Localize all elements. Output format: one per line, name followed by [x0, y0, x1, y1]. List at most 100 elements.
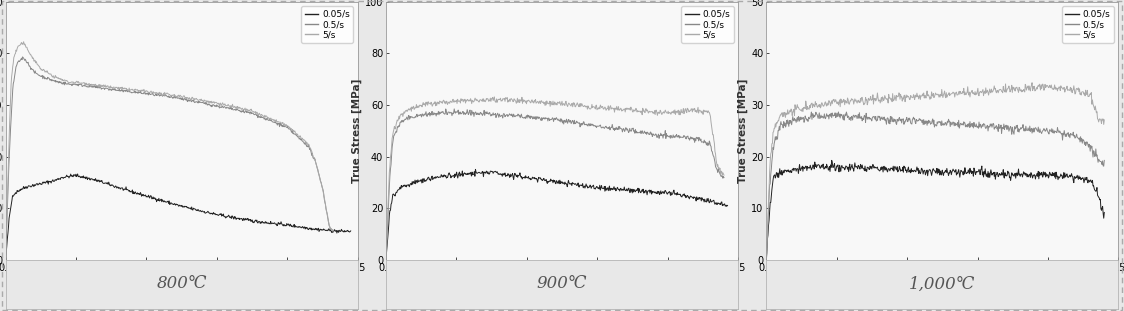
0.05/s	[260, 221, 273, 225]
0.05/s	[202, 211, 216, 215]
Y-axis label: True Stress [MPa]: True Stress [MPa]	[738, 79, 749, 183]
0.05/s	[847, 169, 861, 173]
5/s	[83, 84, 97, 88]
0.5/s	[57, 80, 71, 84]
0.05/s	[230, 217, 244, 220]
Line: 0.5/s: 0.5/s	[767, 112, 1104, 260]
0.05/s	[1015, 172, 1028, 176]
0.05/s	[88, 179, 101, 183]
0.05/s	[637, 191, 651, 195]
0.5/s	[16, 55, 29, 59]
5/s	[760, 257, 773, 261]
5/s	[533, 99, 546, 103]
5/s	[0, 258, 12, 262]
5/s	[379, 261, 392, 265]
5/s	[717, 173, 731, 177]
Line: 5/s: 5/s	[6, 42, 333, 260]
Text: 1,000℃: 1,000℃	[909, 275, 976, 292]
Line: 0.5/s: 0.5/s	[386, 109, 724, 261]
Legend: 0.05/s, 0.5/s, 5/s: 0.05/s, 0.5/s, 5/s	[681, 6, 734, 43]
5/s	[986, 90, 999, 94]
Text: 900℃: 900℃	[537, 275, 587, 292]
0.5/s	[447, 107, 461, 111]
5/s	[192, 98, 206, 102]
0.05/s	[344, 229, 357, 233]
5/s	[1097, 118, 1111, 122]
0.05/s	[608, 188, 622, 191]
5/s	[634, 109, 647, 113]
5/s	[579, 105, 592, 109]
Legend: 0.05/s, 0.5/s, 5/s: 0.05/s, 0.5/s, 5/s	[301, 6, 353, 43]
5/s	[466, 99, 480, 103]
Legend: 0.05/s, 0.5/s, 5/s: 0.05/s, 0.5/s, 5/s	[1062, 6, 1114, 43]
5/s	[913, 95, 926, 99]
0.5/s	[832, 110, 845, 114]
X-axis label: True Strain: True Strain	[149, 276, 215, 286]
0.5/s	[606, 123, 619, 126]
0.05/s	[819, 166, 833, 170]
0.5/s	[1097, 159, 1111, 162]
5/s	[1014, 88, 1027, 92]
0.05/s	[469, 168, 482, 171]
0.05/s	[0, 258, 12, 262]
X-axis label: True Strain: True Strain	[909, 276, 975, 286]
0.05/s	[155, 198, 169, 202]
0.05/s	[534, 178, 547, 181]
0.05/s	[825, 159, 839, 162]
5/s	[1025, 81, 1039, 85]
5/s	[846, 99, 860, 102]
Text: 800℃: 800℃	[156, 275, 207, 292]
0.5/s	[760, 258, 773, 262]
0.5/s	[326, 228, 339, 232]
5/s	[17, 40, 30, 44]
0.05/s	[760, 260, 773, 264]
0.05/s	[720, 204, 734, 208]
0.5/s	[1015, 127, 1028, 131]
5/s	[326, 229, 339, 233]
0.5/s	[192, 100, 206, 104]
0.05/s	[71, 172, 84, 176]
0.5/s	[913, 117, 926, 121]
5/s	[147, 91, 161, 95]
Line: 0.05/s: 0.05/s	[386, 169, 727, 258]
0.5/s	[218, 105, 232, 109]
0.5/s	[579, 123, 592, 126]
5/s	[959, 92, 972, 96]
0.05/s	[986, 172, 999, 175]
X-axis label: True Strain: True Strain	[529, 276, 595, 286]
0.05/s	[913, 171, 926, 175]
0.05/s	[379, 256, 392, 260]
0.5/s	[634, 132, 647, 135]
Y-axis label: True Stress [MPa]: True Stress [MPa]	[352, 79, 362, 183]
0.5/s	[986, 123, 999, 127]
0.5/s	[819, 115, 833, 118]
0.5/s	[83, 83, 97, 86]
Line: 5/s: 5/s	[386, 97, 724, 263]
Line: 0.05/s: 0.05/s	[6, 174, 351, 260]
0.05/s	[60, 173, 73, 177]
Line: 0.5/s: 0.5/s	[6, 57, 333, 260]
0.5/s	[466, 110, 480, 114]
0.5/s	[0, 258, 12, 262]
0.5/s	[533, 116, 546, 119]
0.5/s	[959, 123, 972, 127]
0.5/s	[847, 113, 861, 117]
0.5/s	[439, 107, 453, 111]
0.05/s	[466, 173, 480, 176]
5/s	[246, 109, 260, 113]
Line: 5/s: 5/s	[767, 83, 1104, 259]
5/s	[439, 102, 453, 106]
0.5/s	[379, 259, 392, 263]
5/s	[488, 95, 501, 99]
5/s	[57, 79, 71, 82]
Line: 0.05/s: 0.05/s	[767, 160, 1104, 262]
5/s	[819, 103, 833, 107]
0.05/s	[581, 186, 595, 190]
5/s	[218, 102, 232, 106]
0.05/s	[959, 172, 972, 175]
0.5/s	[246, 111, 260, 115]
0.5/s	[717, 176, 731, 179]
0.05/s	[439, 176, 453, 180]
0.5/s	[147, 94, 161, 98]
0.05/s	[1097, 211, 1111, 214]
